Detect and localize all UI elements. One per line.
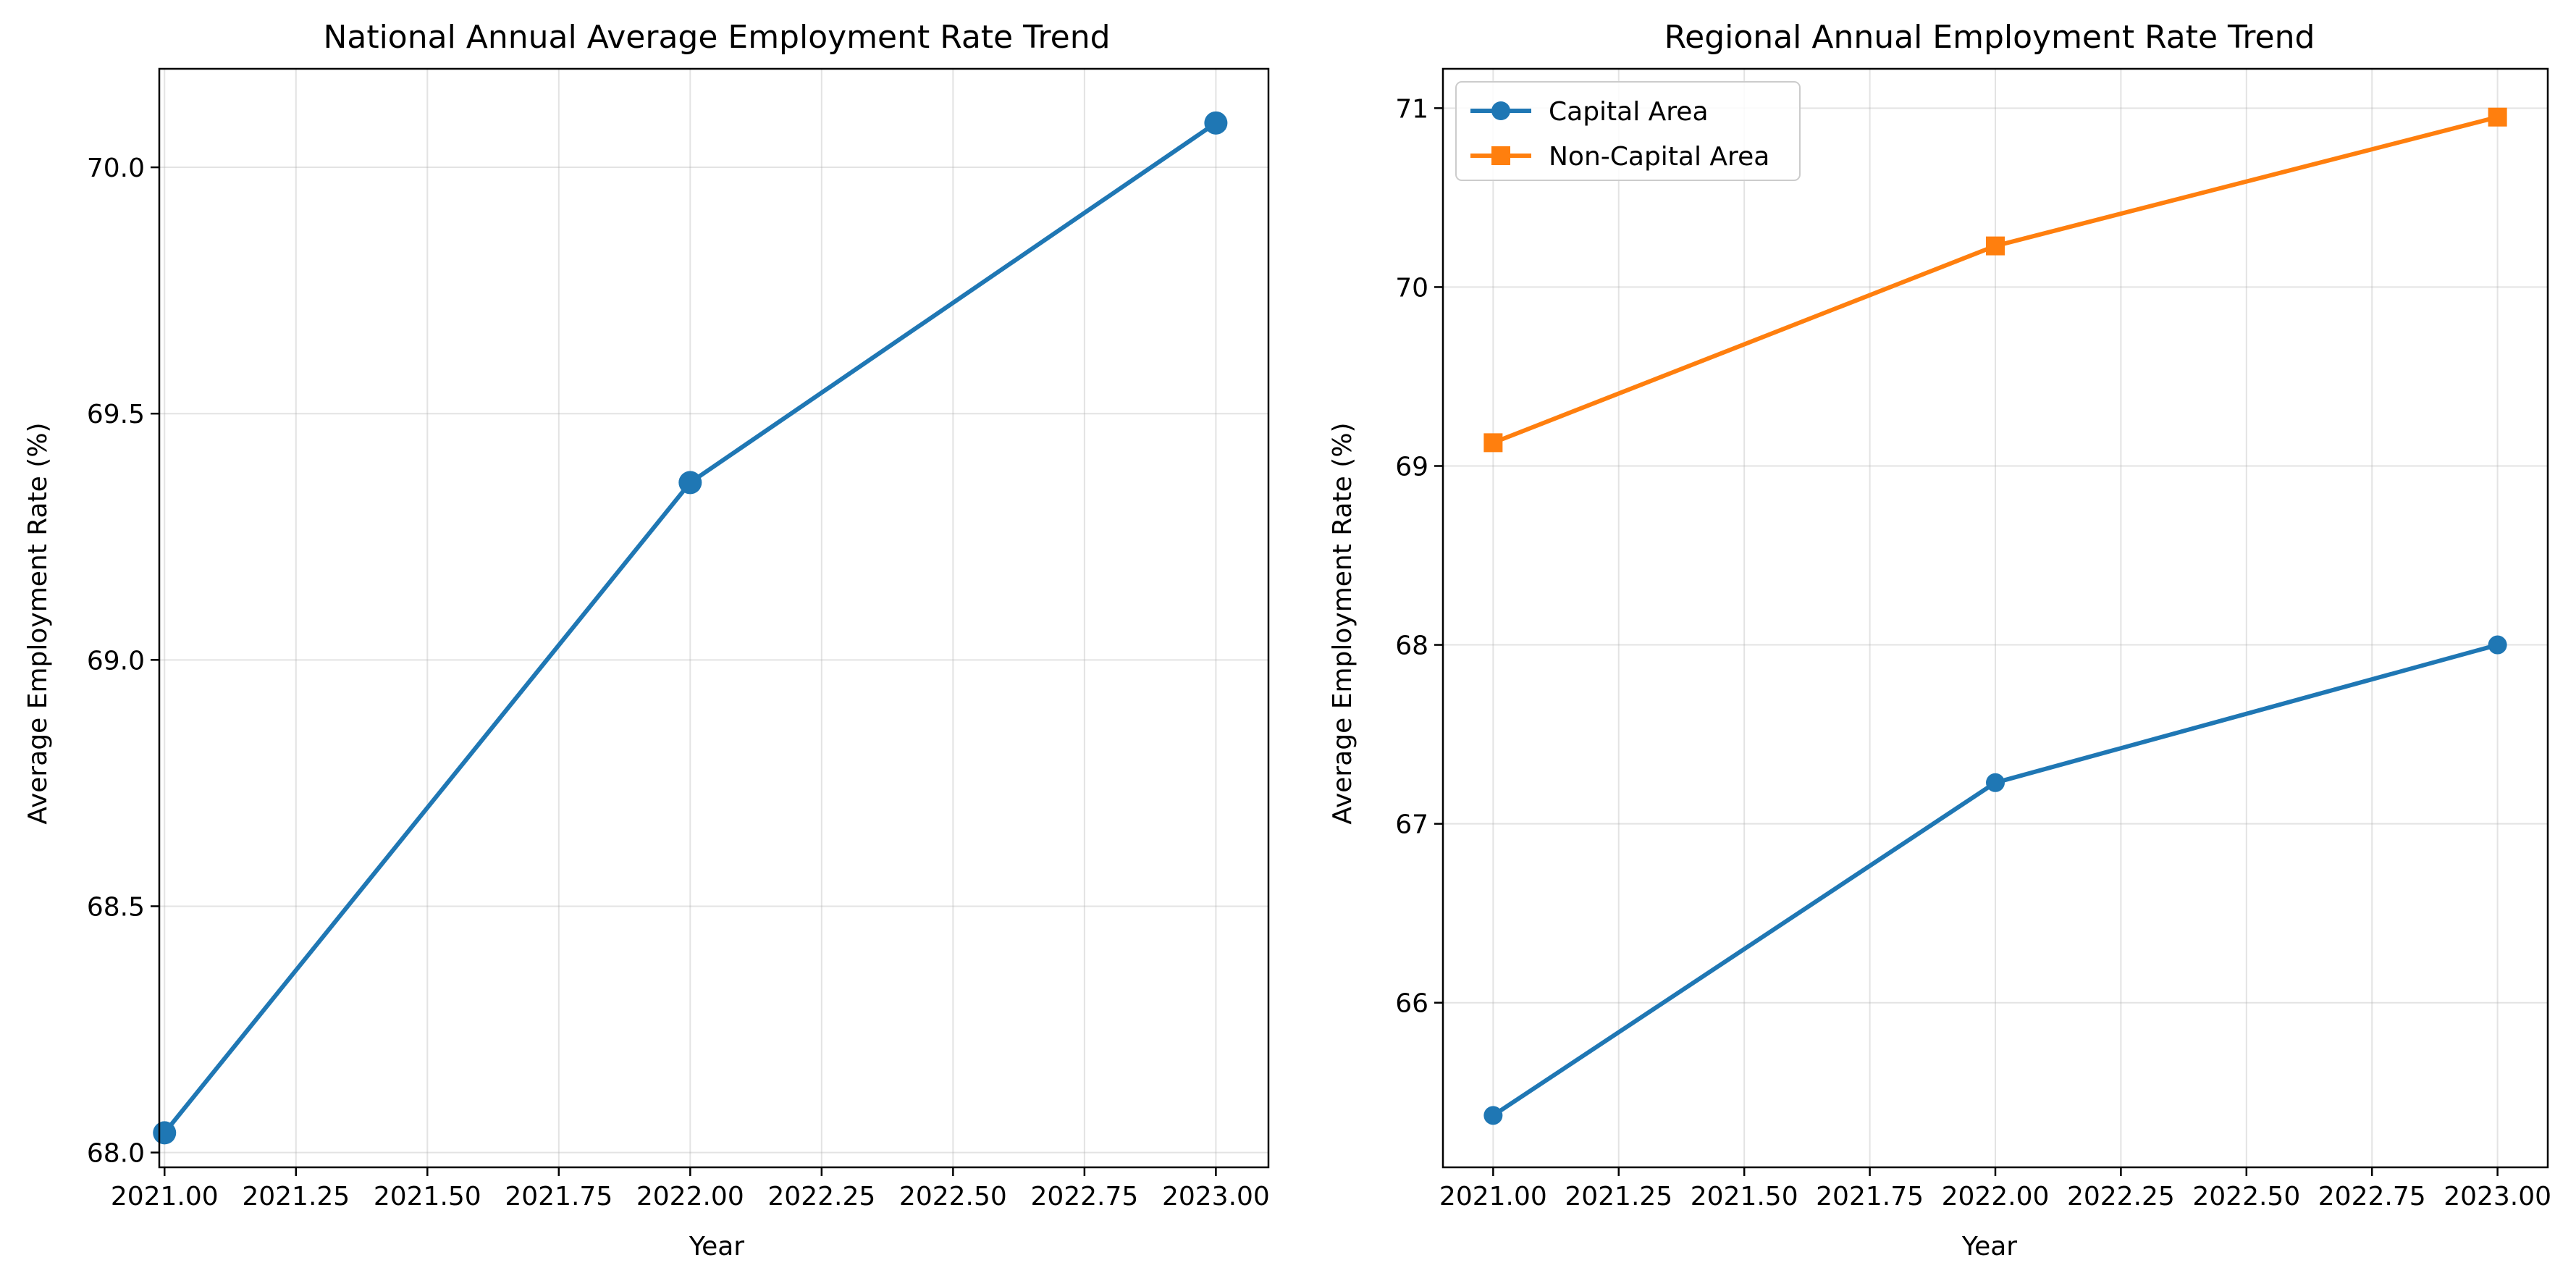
chart-title: National Annual Average Employment Rate … xyxy=(323,19,1110,56)
y-tick-label: 71 xyxy=(1395,94,1428,124)
series-layer xyxy=(1483,107,2507,1125)
y-tick-label: 66 xyxy=(1395,989,1428,1019)
data-point xyxy=(2488,635,2507,655)
y-tick-label: 69.0 xyxy=(87,646,145,676)
x-tick-label: 2021.75 xyxy=(505,1182,613,1211)
x-tick-label: 2022.50 xyxy=(2192,1182,2300,1211)
y-axis-label: Average Employment Rate (%) xyxy=(1328,422,1358,824)
data-point xyxy=(1483,433,1503,453)
y-tick-label: 70 xyxy=(1395,273,1428,303)
x-tick-label: 2022.50 xyxy=(899,1182,1007,1211)
legend-label: Non-Capital Area xyxy=(1549,142,1769,172)
x-tick-label: 2021.50 xyxy=(374,1182,481,1211)
x-axis-label: Year xyxy=(689,1232,744,1261)
x-axis-label: Year xyxy=(1961,1232,2017,1261)
data-point xyxy=(1204,111,1228,135)
data-point xyxy=(1483,1106,1503,1125)
data-point xyxy=(678,471,702,495)
y-tick-label: 69.5 xyxy=(87,400,145,429)
regional-trend-chart: Regional Annual Employment Rate Trend 20… xyxy=(1328,19,2551,1261)
y-tick-label: 67 xyxy=(1395,810,1428,840)
x-tick-label: 2022.75 xyxy=(1030,1182,1138,1211)
legend-box xyxy=(1455,81,1801,181)
ticks: 2021.00 2021.25 2021.50 2021.75 2022.00 2022.… xyxy=(1395,94,2551,1211)
x-tick-label: 2023.00 xyxy=(1162,1182,1270,1211)
x-tick-label: 2022.00 xyxy=(1942,1182,2050,1211)
x-tick-label: 2022.25 xyxy=(2067,1182,2175,1211)
x-tick-label: 2021.25 xyxy=(242,1182,350,1211)
x-tick-label: 2023.00 xyxy=(2444,1182,2551,1211)
data-point xyxy=(1986,773,2005,792)
grid xyxy=(159,69,1268,1167)
legend: Capital Area Non-Capital Area xyxy=(1455,81,1801,181)
x-tick-label: 2022.00 xyxy=(636,1182,744,1211)
x-tick-label: 2021.00 xyxy=(111,1182,219,1211)
y-tick-label: 70.0 xyxy=(87,154,145,183)
y-tick-label: 68.5 xyxy=(87,892,145,922)
chart-title: Regional Annual Employment Rate Trend xyxy=(1664,19,2315,56)
x-tick-label: 2021.25 xyxy=(1565,1182,1672,1211)
ticks: 2021.00 2021.25 2021.50 2021.75 2022.00 2022.… xyxy=(87,154,1270,1211)
national-trend-chart: National Annual Average Employment Rate … xyxy=(23,19,1270,1261)
legend-marker xyxy=(1491,146,1510,165)
x-tick-label: 2022.75 xyxy=(2318,1182,2426,1211)
data-point xyxy=(1986,236,2005,256)
data-point xyxy=(2488,107,2507,127)
grid xyxy=(1443,69,2548,1167)
y-axis-label: Average Employment Rate (%) xyxy=(23,422,53,824)
legend-marker xyxy=(1491,101,1510,120)
data-point xyxy=(153,1121,177,1145)
y-tick-label: 68 xyxy=(1395,631,1428,661)
x-tick-label: 2021.00 xyxy=(1439,1182,1547,1211)
y-tick-label: 68.0 xyxy=(87,1139,145,1169)
x-tick-label: 2021.75 xyxy=(1816,1182,1924,1211)
plot-area-frame xyxy=(158,67,1270,1169)
x-tick-label: 2021.50 xyxy=(1691,1182,1798,1211)
x-tick-label: 2022.25 xyxy=(767,1182,875,1211)
y-tick-label: 69 xyxy=(1395,452,1428,482)
legend-label: Capital Area xyxy=(1549,97,1709,127)
